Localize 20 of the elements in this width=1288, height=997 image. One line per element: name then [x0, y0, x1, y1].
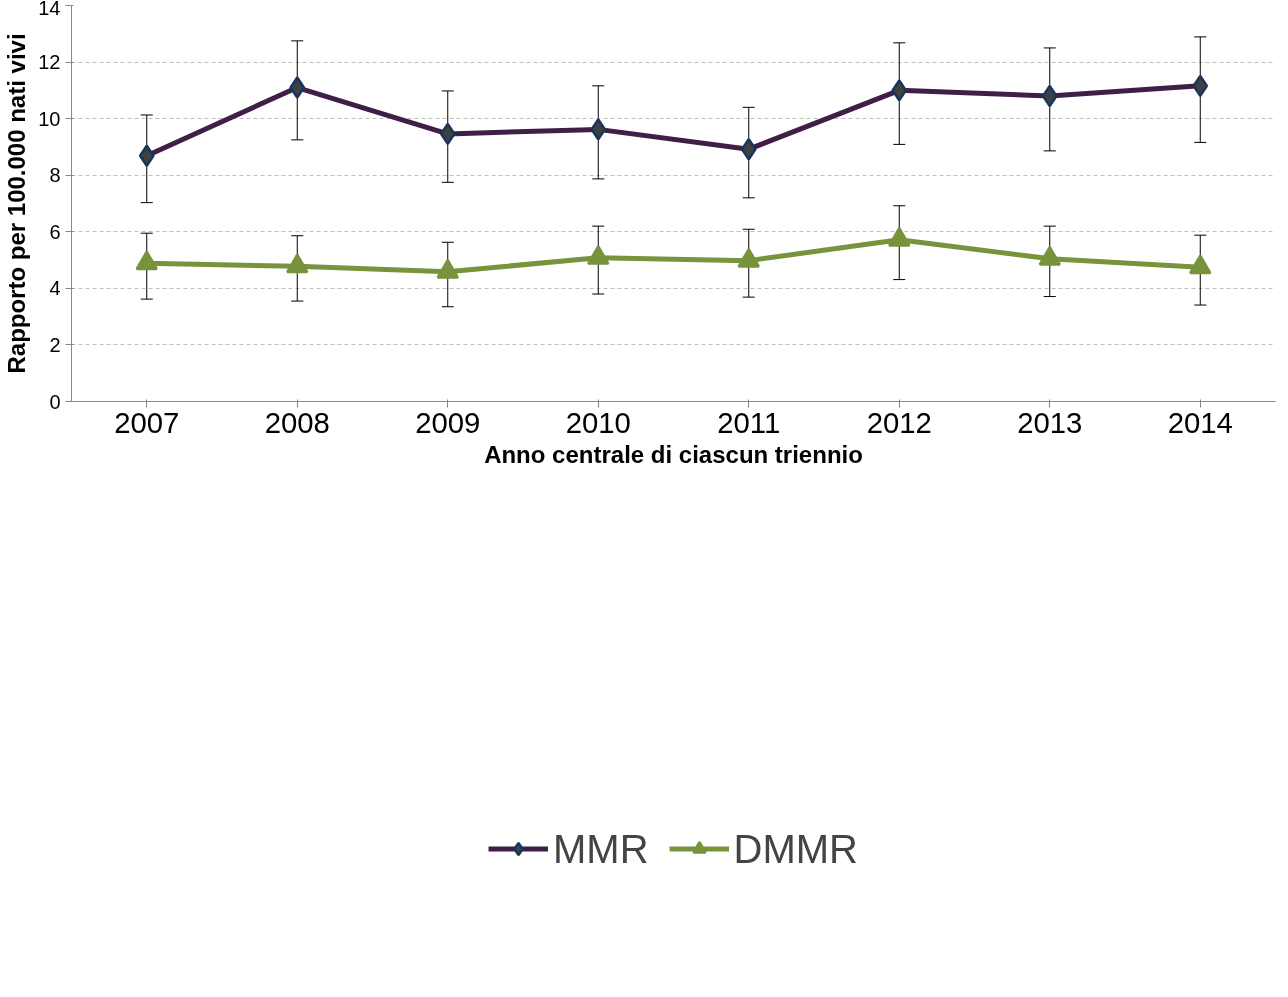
legend-label: MMR	[553, 826, 649, 872]
x-axis-title: Anno centrale di ciascun triennio	[484, 440, 863, 468]
legend-label: DMMR	[733, 826, 858, 872]
y-tick-label: 4	[49, 277, 61, 300]
x-tick-label: 2011	[717, 405, 781, 439]
y-tick-label: 2	[49, 333, 61, 356]
y-tick-label: 10	[38, 107, 61, 130]
x-tick-label: 2014	[1167, 405, 1233, 439]
y-tick-label: 14	[38, 0, 61, 19]
x-tick-label: 2009	[415, 405, 481, 439]
y-axis-title: Rapporto per 100.000 nati vivi	[3, 33, 31, 374]
x-tick-label: 2010	[565, 405, 631, 439]
x-tick-label: 2007	[114, 405, 180, 439]
x-tick-label: 2012	[866, 405, 932, 439]
x-tick-label: 2013	[1017, 405, 1083, 439]
y-tick-label: 12	[38, 51, 61, 74]
x-tick-label: 2008	[264, 405, 330, 439]
y-tick-label: 0	[49, 390, 61, 413]
y-tick-label: 8	[49, 164, 61, 187]
y-tick-label: 6	[49, 220, 61, 243]
